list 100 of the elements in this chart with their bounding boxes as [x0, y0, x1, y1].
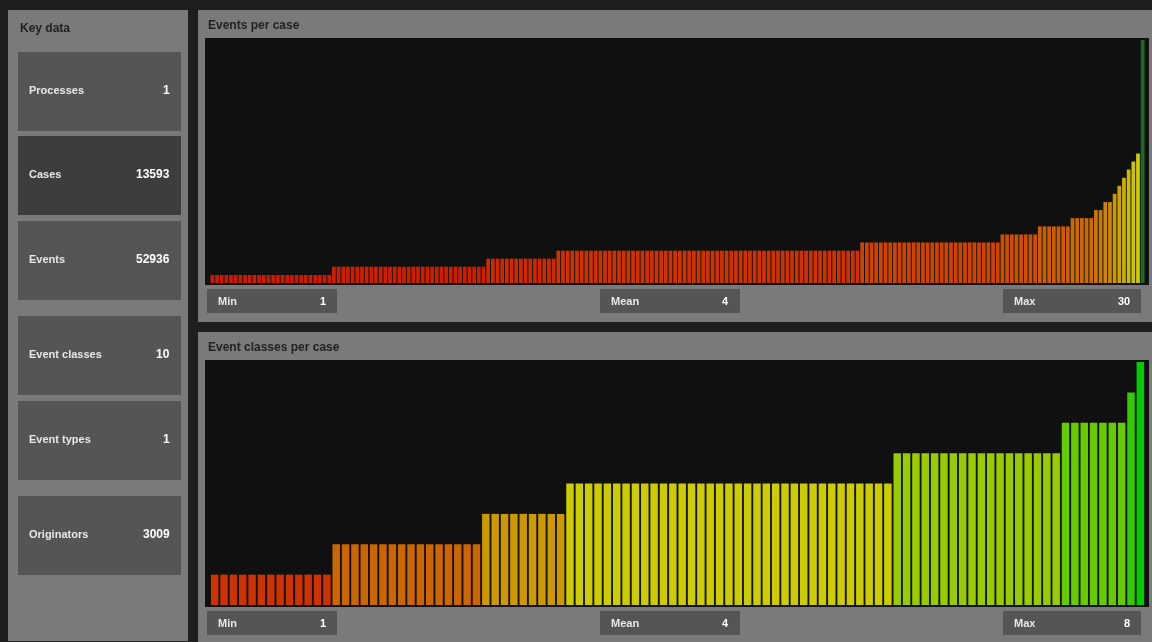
bar — [448, 266, 453, 283]
bar — [332, 544, 340, 605]
text: 1 — [163, 83, 170, 97]
bar — [547, 513, 556, 605]
bar — [434, 266, 439, 283]
bar — [1089, 422, 1098, 605]
bar — [673, 250, 678, 283]
bar — [378, 266, 383, 283]
bar — [500, 258, 505, 283]
bar — [715, 483, 724, 605]
bar — [1117, 185, 1122, 283]
bar — [743, 483, 752, 605]
text: 30 — [1118, 295, 1131, 307]
bar — [912, 453, 920, 605]
bar — [1089, 218, 1094, 283]
bar — [556, 513, 565, 605]
bar — [490, 258, 495, 283]
bar — [860, 242, 865, 283]
bar — [594, 483, 602, 605]
bar — [500, 513, 509, 605]
bar — [734, 483, 743, 605]
bar — [1037, 226, 1042, 283]
bar — [341, 544, 350, 605]
bar — [701, 250, 706, 283]
bar — [1033, 234, 1038, 283]
bar — [780, 250, 785, 283]
bar — [313, 274, 318, 283]
bar — [691, 250, 696, 283]
bar — [462, 266, 467, 283]
bar — [229, 574, 238, 605]
bar — [1108, 422, 1117, 605]
bar — [504, 258, 509, 283]
bar — [1061, 226, 1066, 283]
bar — [996, 453, 1004, 605]
bar — [771, 250, 776, 283]
bar — [687, 250, 692, 283]
bar — [612, 483, 621, 605]
bar — [556, 250, 561, 283]
text: 1 — [320, 295, 327, 307]
text: Max — [1014, 617, 1037, 629]
bar — [407, 544, 415, 605]
bar — [1075, 218, 1080, 283]
bar — [289, 274, 294, 283]
bar — [472, 266, 477, 283]
text: Mean — [611, 295, 640, 307]
bar — [663, 250, 668, 283]
bar — [930, 242, 935, 283]
bar — [631, 483, 640, 605]
bar — [444, 544, 453, 605]
bar — [538, 513, 546, 605]
bar — [420, 266, 425, 283]
bar — [238, 574, 247, 605]
bar — [247, 274, 252, 283]
bar — [392, 266, 397, 283]
bar — [893, 453, 901, 605]
bar — [809, 483, 817, 605]
bar — [846, 483, 855, 605]
bar — [743, 250, 748, 283]
bar — [725, 483, 733, 605]
bar — [977, 453, 986, 605]
bar — [953, 242, 958, 283]
bar — [1009, 234, 1014, 283]
bar — [313, 574, 322, 605]
bar — [598, 250, 603, 283]
bar — [514, 258, 519, 283]
text: 1 — [163, 432, 170, 446]
text: Mean — [611, 617, 640, 629]
bar — [874, 242, 879, 283]
text: Min — [218, 295, 238, 307]
bar — [818, 483, 827, 605]
bar — [210, 274, 215, 283]
bar — [435, 544, 443, 605]
bar — [219, 274, 224, 283]
bar — [248, 574, 256, 605]
text: 52936 — [136, 252, 170, 266]
bar — [275, 274, 280, 283]
bar — [607, 250, 612, 283]
bar — [715, 250, 720, 283]
bar — [986, 453, 995, 605]
text: Events — [29, 253, 66, 265]
bar — [575, 483, 584, 605]
bar — [1094, 210, 1098, 283]
bar — [303, 274, 308, 283]
bar — [1117, 422, 1126, 605]
bar — [210, 574, 219, 605]
bar — [822, 250, 827, 283]
bar — [902, 453, 911, 605]
bar — [1005, 453, 1014, 605]
text: Key data — [20, 21, 71, 35]
bar — [622, 483, 630, 605]
bar — [836, 250, 841, 283]
bar — [416, 544, 425, 605]
bar — [846, 250, 851, 283]
bar — [940, 453, 948, 605]
bar — [981, 242, 986, 283]
bar — [257, 574, 266, 605]
bar — [369, 544, 378, 605]
text: Event types — [29, 433, 91, 445]
text: Originators — [29, 528, 89, 540]
text: 3009 — [143, 527, 171, 541]
